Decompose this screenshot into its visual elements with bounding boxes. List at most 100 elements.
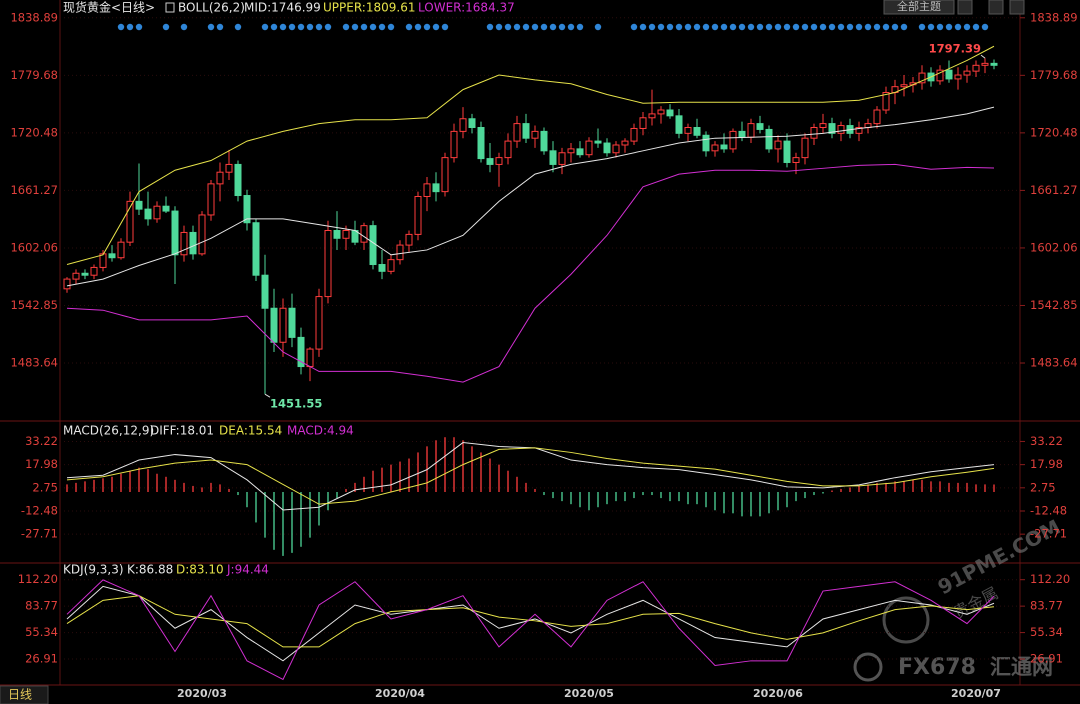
candle-body xyxy=(126,200,134,243)
y-tick-label: 1838.89 xyxy=(10,10,58,24)
signal-dot xyxy=(873,23,881,31)
candle-body xyxy=(207,183,215,216)
signal-dot xyxy=(855,23,863,31)
x-tick-label: 2020/06 xyxy=(753,687,803,700)
high-annotation: 1797.39 xyxy=(929,42,981,56)
candle-body xyxy=(108,253,116,259)
candle-body xyxy=(117,241,125,259)
signal-dot xyxy=(945,23,953,31)
candle-body xyxy=(432,183,440,193)
signal-dot xyxy=(792,23,800,31)
candle-body xyxy=(306,348,314,368)
candle-body xyxy=(837,125,845,134)
legend-entry: MID:1746.99 xyxy=(244,1,321,15)
signal-dot xyxy=(522,23,530,31)
candle-body xyxy=(612,144,620,154)
signal-dot xyxy=(981,23,989,31)
candle-body xyxy=(495,157,503,165)
period-label[interactable]: 日线 xyxy=(8,688,32,702)
candle-body xyxy=(261,274,269,309)
signal-dot xyxy=(162,23,170,31)
signal-dot xyxy=(891,23,899,31)
candle-body xyxy=(873,109,881,125)
signal-dot xyxy=(810,23,818,31)
y-tick-label-right: 1542.85 xyxy=(1030,298,1078,312)
theme-button[interactable] xyxy=(883,0,955,15)
signal-dot xyxy=(207,23,215,31)
signal-dot xyxy=(774,23,782,31)
y-tick-label: -27.71 xyxy=(21,527,58,541)
signal-dot xyxy=(756,23,764,31)
y-tick-label-right: 1661.27 xyxy=(1030,183,1078,197)
signal-dot xyxy=(828,23,836,31)
candle-body xyxy=(693,126,701,136)
signal-dot xyxy=(927,23,935,31)
signal-dot xyxy=(486,23,494,31)
candle-body xyxy=(405,233,413,246)
signal-dot xyxy=(540,23,548,31)
nav-button[interactable] xyxy=(1009,0,1025,15)
candle-body xyxy=(378,264,386,272)
candle-body xyxy=(792,157,800,163)
candle-body xyxy=(189,231,197,255)
signal-dot xyxy=(900,23,908,31)
candle-body xyxy=(702,134,710,152)
candle-body xyxy=(252,222,260,276)
signal-dot xyxy=(657,23,665,31)
y-tick-label: 17.98 xyxy=(25,457,58,471)
x-tick-label: 2020/07 xyxy=(951,687,1001,700)
legend-entry: LOWER:1684.37 xyxy=(418,1,515,15)
signal-dot xyxy=(837,23,845,31)
candle-body xyxy=(630,127,638,142)
candle-body xyxy=(954,74,962,80)
candle-body xyxy=(423,183,431,197)
candle-body xyxy=(648,113,656,119)
candle-body xyxy=(855,126,863,134)
candle-body xyxy=(216,171,224,185)
signal-dot xyxy=(261,23,269,31)
candle-body xyxy=(720,144,728,150)
candle-body xyxy=(198,214,206,255)
candle-body xyxy=(576,148,584,156)
indicator-line xyxy=(66,585,995,662)
candle-body xyxy=(603,142,611,154)
low-annotation: 1451.55 xyxy=(270,397,322,411)
nav-button[interactable] xyxy=(957,0,973,15)
candle-body xyxy=(531,130,539,139)
candle-body xyxy=(945,69,953,80)
candle-body xyxy=(171,210,179,256)
signal-dot xyxy=(549,23,557,31)
indicator-line xyxy=(66,595,995,648)
y-tick-label-right: -27.71 xyxy=(1030,527,1067,541)
candle-body xyxy=(441,157,449,193)
signal-dot xyxy=(369,23,377,31)
low-pointer xyxy=(264,393,271,398)
signal-dot xyxy=(270,23,278,31)
candle-body xyxy=(549,150,557,165)
y-tick-label-right: 1720.48 xyxy=(1030,125,1078,139)
candle-body xyxy=(621,140,629,146)
signal-dot xyxy=(864,23,872,31)
indicator-line xyxy=(66,447,995,505)
signal-dot xyxy=(342,23,350,31)
candle-body xyxy=(918,72,926,84)
candle-body xyxy=(657,109,665,115)
candle-body xyxy=(810,126,818,139)
theme-button-label[interactable]: 全部主题 xyxy=(897,0,941,13)
y-tick-label-right: 83.77 xyxy=(1030,599,1063,613)
nav-button[interactable] xyxy=(988,0,1004,15)
candle-body xyxy=(486,158,494,165)
signal-dot xyxy=(648,23,656,31)
period-tab[interactable] xyxy=(0,685,49,704)
signal-dot xyxy=(315,23,323,31)
panel-title: 现货黄金<日线> xyxy=(63,0,155,15)
signal-dot xyxy=(126,23,134,31)
indicator-name: BOLL(26,2) xyxy=(178,1,245,15)
y-tick-label-right: 33.22 xyxy=(1030,434,1063,448)
signal-dot xyxy=(738,23,746,31)
signal-dot xyxy=(414,23,422,31)
candle-body xyxy=(396,244,404,261)
candle-body xyxy=(387,259,395,272)
y-tick-label: 1602.06 xyxy=(10,240,58,254)
